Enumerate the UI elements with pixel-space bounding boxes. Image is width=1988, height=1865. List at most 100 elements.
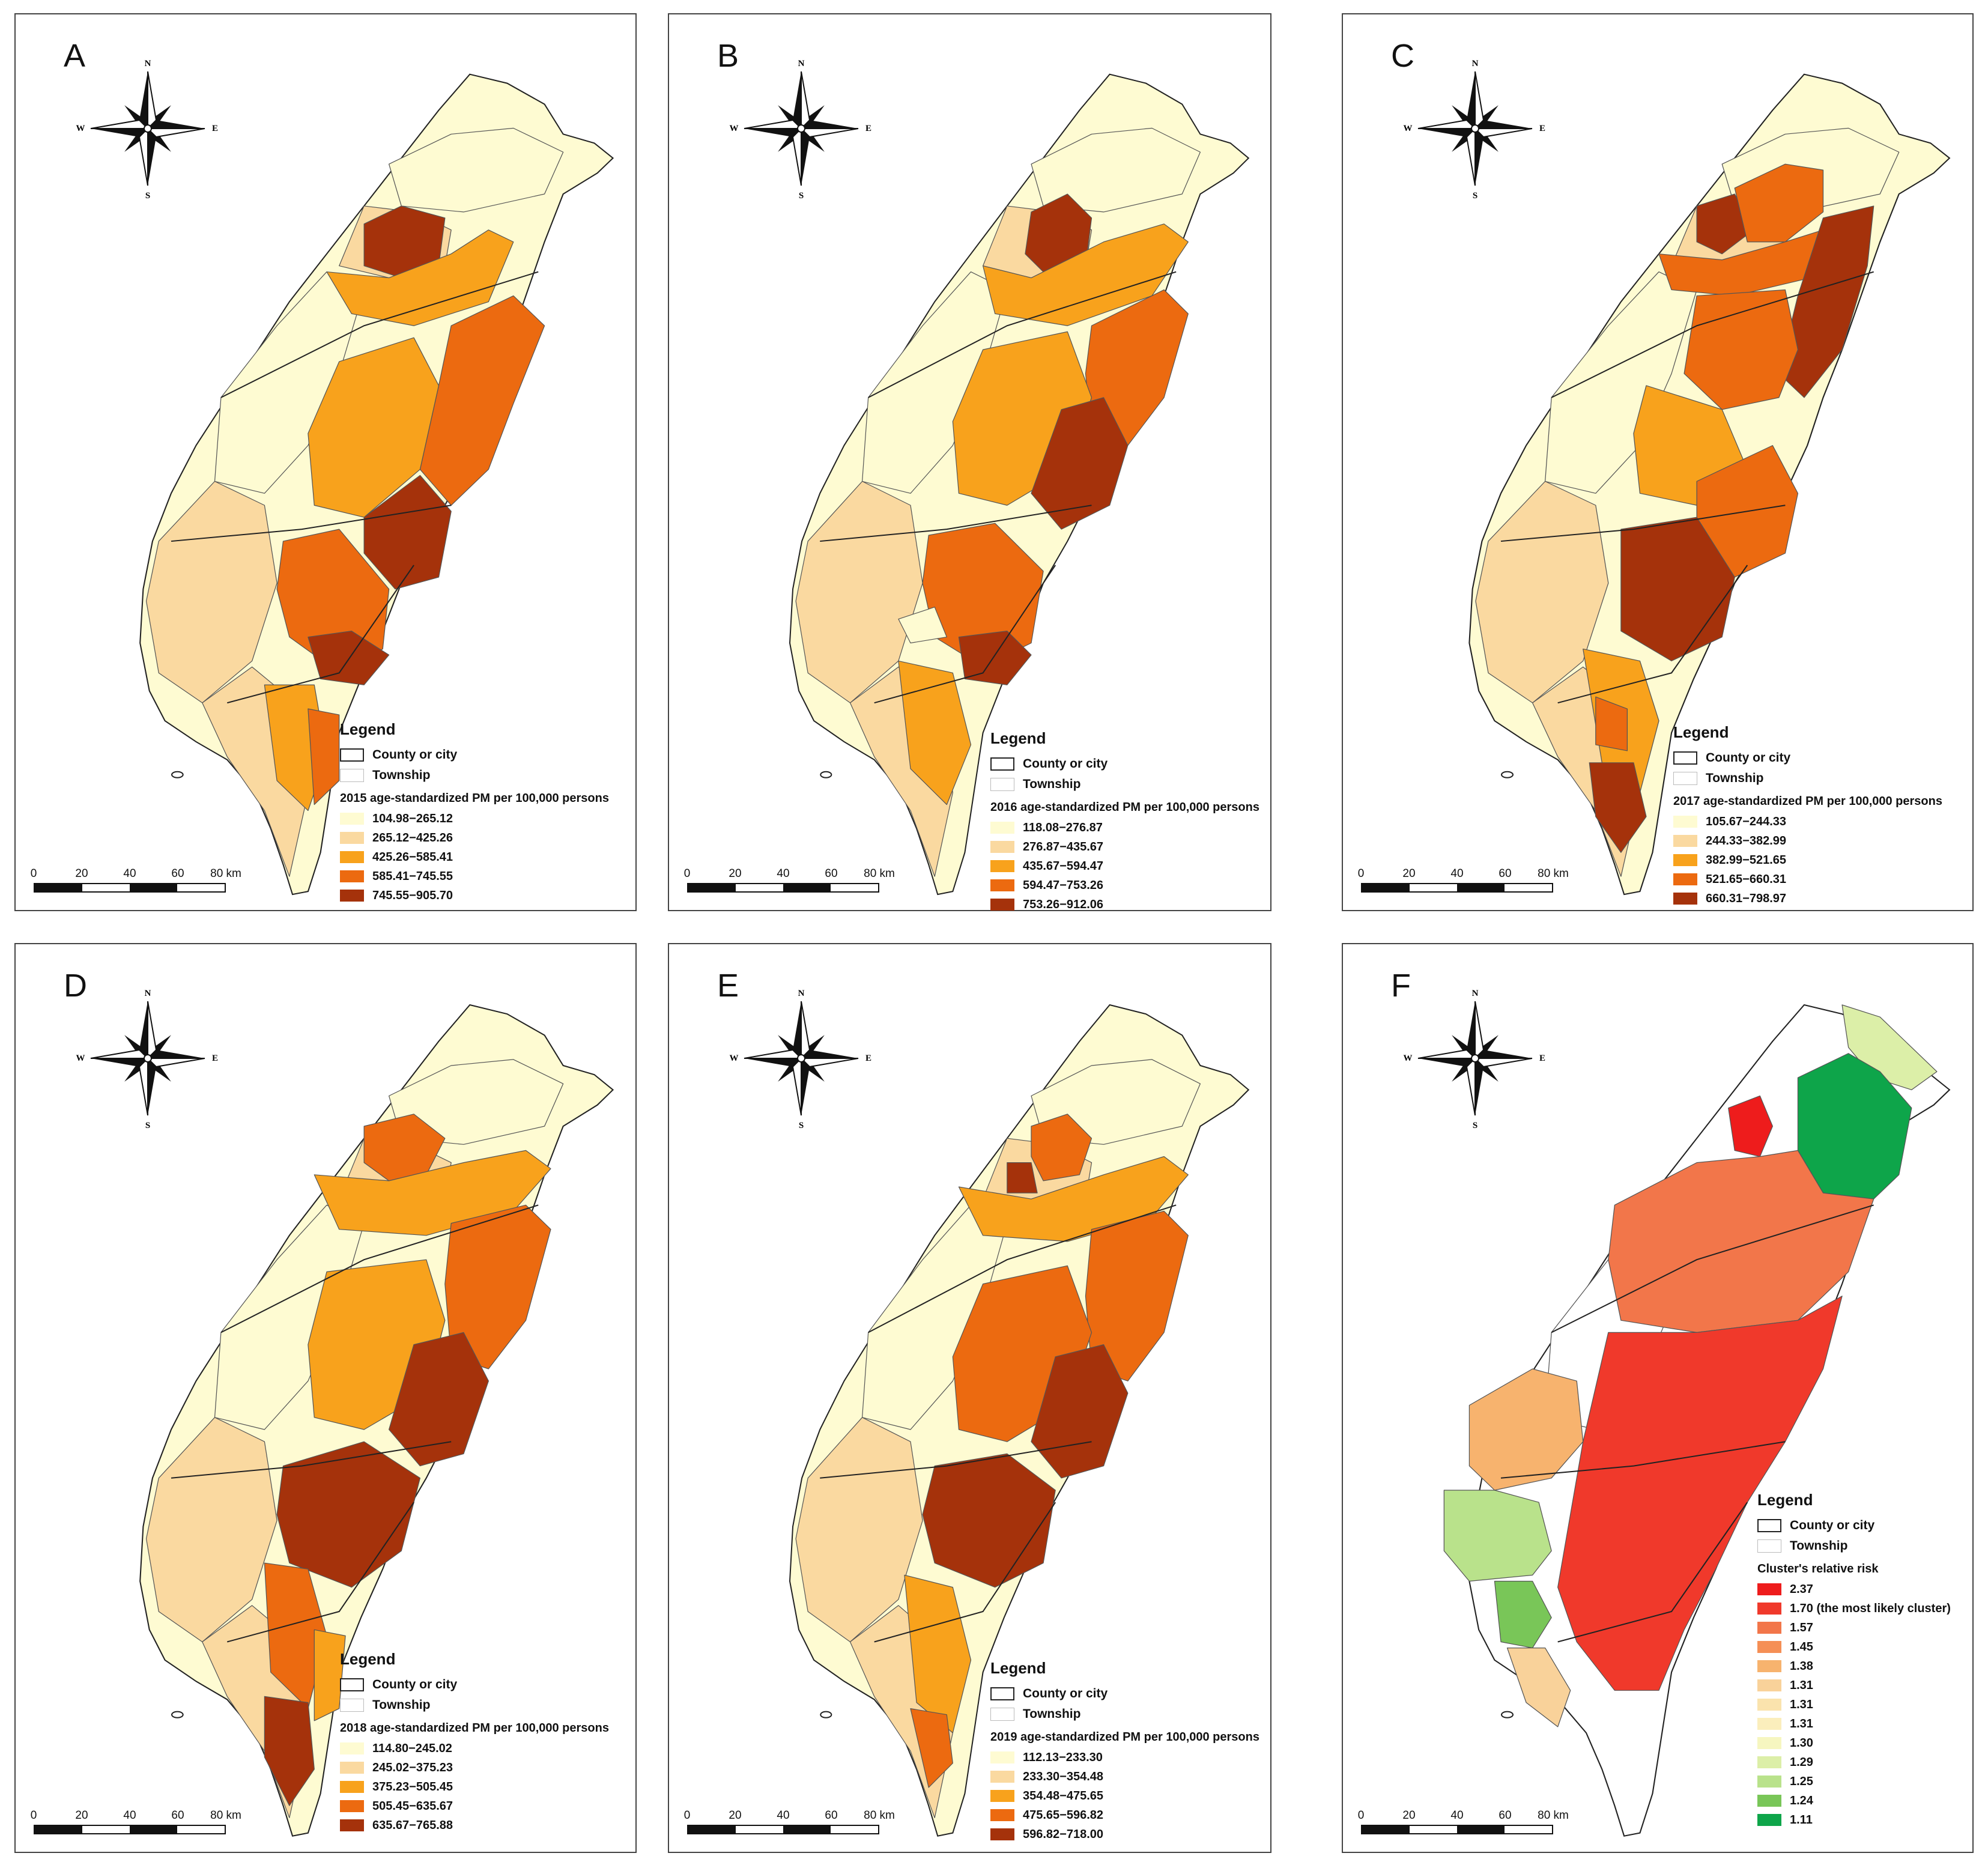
township-border-swatch <box>340 1699 364 1712</box>
legend-class-row: 435.67−594.47 <box>990 857 1259 876</box>
legend-subtitle: 2019 age-standardized PM per 100,000 per… <box>990 1730 1259 1744</box>
compass-major-point <box>139 71 148 129</box>
compass-major-point-light <box>147 71 157 130</box>
legend-subtitle: 2017 age-standardized PM per 100,000 per… <box>1673 795 1942 808</box>
compass-label-n: N <box>145 989 151 998</box>
legend-swatch <box>1673 873 1697 885</box>
township-region <box>1595 696 1628 751</box>
panel-label: B <box>717 38 739 74</box>
scale-bar: 0 20 40 60 80 km <box>31 1809 241 1834</box>
scale-tick-label: 0 <box>1357 1809 1365 1822</box>
legend-township-label: Township <box>1023 777 1081 791</box>
township-region <box>1085 1210 1189 1381</box>
panel-label: F <box>1391 968 1411 1004</box>
legend-class-label: 104.98−265.12 <box>372 811 453 825</box>
legend-county-label: County or city <box>1023 757 1108 771</box>
compass-major-point <box>1475 1050 1532 1058</box>
legend-class-row: 276.87−435.67 <box>990 837 1259 857</box>
compass-major-point <box>139 1001 148 1058</box>
scale-tick-label: 0 <box>683 1809 691 1822</box>
township-region <box>958 630 1032 685</box>
legend-swatch <box>1757 1603 1781 1615</box>
township-region <box>145 1417 277 1643</box>
scale-segment <box>130 1826 177 1833</box>
scale-tick-label: 80 km <box>1538 1809 1569 1822</box>
legend-county-label: County or city <box>372 748 458 762</box>
scale-tick-label: 20 <box>729 1809 742 1822</box>
legend-class-label: 753.26−912.06 <box>1023 897 1104 911</box>
legend-class-label: 660.31−798.97 <box>1706 891 1787 905</box>
scale-tick-label: 80 km <box>1538 867 1569 880</box>
township-region <box>1734 163 1824 243</box>
legend-swatch <box>990 841 1014 853</box>
compass-major-point <box>1475 129 1483 186</box>
township-region <box>1007 1162 1038 1193</box>
township-region <box>1545 271 1697 494</box>
legend-swatch <box>990 1751 1014 1763</box>
legend-class-row: 1.29 <box>1757 1753 1951 1772</box>
legend-class-label: 244.33−382.99 <box>1706 834 1787 848</box>
small-island <box>820 1711 832 1718</box>
township-region <box>898 607 947 644</box>
compass-major-point-light <box>1474 71 1485 130</box>
scale-bar: 0 20 40 60 80 km <box>1357 1809 1569 1834</box>
township-region <box>264 1696 315 1806</box>
legend-swatch <box>990 1809 1014 1821</box>
scale-segment <box>35 884 82 891</box>
legend-class-label: 745.55−905.70 <box>372 888 453 902</box>
legend-class-row: 425.26−585.41 <box>340 848 609 867</box>
compass-major-point <box>1475 1058 1483 1115</box>
legend-county-label: County or city <box>1706 751 1791 765</box>
scale-tick-label: 0 <box>1357 867 1365 880</box>
legend-class-row: 1.25 <box>1757 1772 1951 1791</box>
county-border <box>874 565 1056 704</box>
compass-center <box>1471 124 1479 133</box>
compass-major-point <box>148 1058 156 1115</box>
legend-class-row: 1.24 <box>1757 1791 1951 1810</box>
compass-major-point-light <box>792 127 802 186</box>
compass-major-point-light <box>1474 1001 1485 1060</box>
compass-label-e: E <box>1539 1054 1545 1063</box>
legend-class-row: 1.11 <box>1757 1810 1951 1830</box>
county-border-swatch <box>1757 1519 1781 1532</box>
township-region <box>1557 1296 1843 1691</box>
small-island <box>1501 771 1514 778</box>
scale-segment <box>831 884 878 891</box>
legend-class-label: 1.24 <box>1790 1794 1813 1807</box>
compass-major-point <box>801 1050 858 1058</box>
legend-class-label: 1.29 <box>1790 1755 1813 1769</box>
scale-tick-label: 0 <box>30 867 37 880</box>
county-border <box>868 1204 1177 1333</box>
scale-tick-label: 80 km <box>864 867 895 880</box>
compass-label-w: W <box>76 1054 85 1063</box>
township-region <box>1031 1344 1129 1479</box>
scale-tick-label: 40 <box>777 867 790 880</box>
township-border-swatch <box>1673 772 1697 785</box>
township-region <box>444 1204 551 1369</box>
scale-segment <box>1410 1826 1457 1833</box>
legend-class-row: 2.37 <box>1757 1580 1951 1599</box>
compass-label-s: S <box>799 191 804 201</box>
map-panel-f: F N S E W Legend County or city Township Clu… <box>1342 943 1974 1853</box>
county-border <box>171 505 452 542</box>
scale-segment <box>688 884 736 891</box>
township-region <box>904 1574 972 1733</box>
scale-segment <box>1362 1826 1410 1833</box>
compass-major-point <box>744 1058 801 1067</box>
small-island <box>820 771 832 778</box>
township-region <box>1031 397 1129 530</box>
legend-class-row: 585.41−745.55 <box>340 867 609 886</box>
township-region <box>898 660 972 805</box>
scale-segment <box>1410 884 1457 891</box>
legend-county-label: County or city <box>1023 1687 1108 1700</box>
compass-major-point-light <box>90 119 150 129</box>
legend-township-row: Township <box>1757 1536 1951 1556</box>
compass-major-point <box>1418 129 1475 137</box>
legend-class-row: 635.67−765.88 <box>340 1816 609 1835</box>
legend-class-row: 1.31 <box>1757 1676 1951 1695</box>
township-region <box>922 1453 1056 1588</box>
map-legend: Legend County or city Township 2016 age-… <box>990 729 1259 914</box>
legend-title: Legend <box>990 729 1046 747</box>
choropleth-map <box>139 1004 614 1837</box>
legend-class-row: 505.45−635.67 <box>340 1797 609 1816</box>
